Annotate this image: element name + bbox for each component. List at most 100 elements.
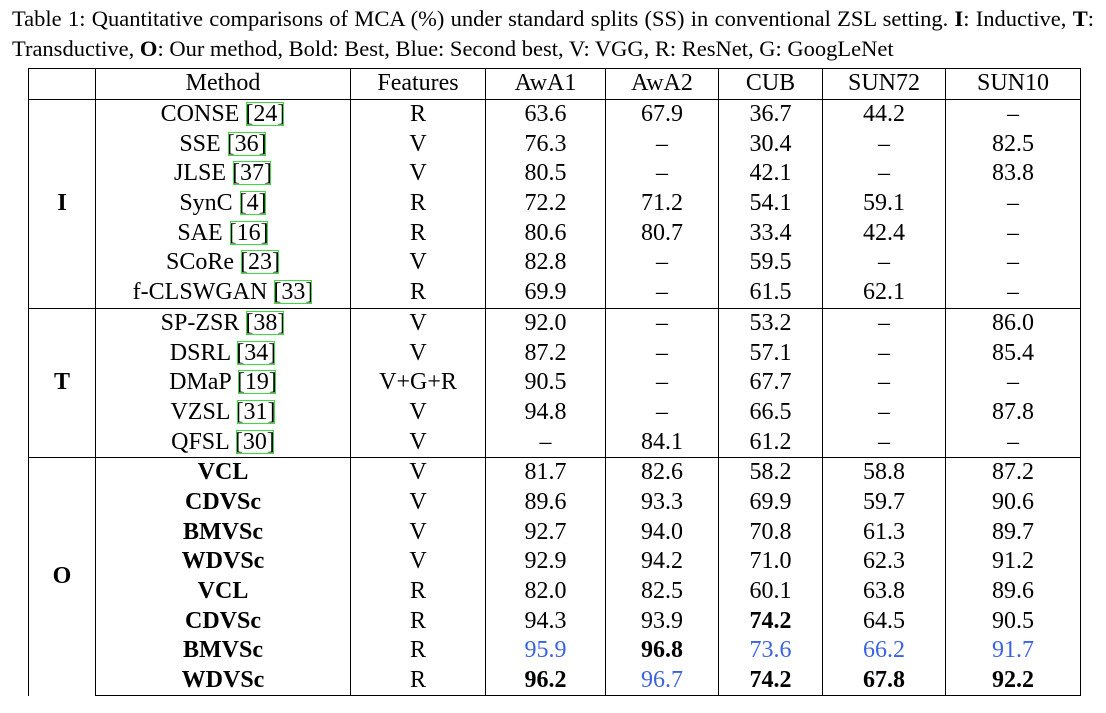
group-label: I [28,98,96,308]
features-cell: V [350,307,486,339]
header-cell: SUN72 [822,68,946,100]
value-cell: 61.3 [822,517,946,547]
table-row: WDVSc V 92.9 94.2 71.0 62.3 91.2 [29,547,1081,577]
value-cell: – [945,218,1081,249]
value-cell: 82.5 [945,129,1081,160]
value-cell: – [605,248,719,278]
value-cell: 73.6 [718,636,823,666]
method-cell: SSE [36] [95,129,351,160]
value-cell: 71.0 [718,547,823,577]
value-cell: 74.2 [718,606,823,637]
method-name: CONSE [160,101,240,128]
method-name: f-CLSWGAN [132,279,268,306]
caption-text: : Transductive, [12,6,1094,61]
value-cell: – [945,367,1081,398]
features-cell: R [350,218,486,249]
features-cell: V [350,159,486,189]
method-cell: SCoRe [23] [95,248,351,278]
method-name: CDVSc [185,607,261,634]
value-cell: 94.0 [605,517,719,547]
features-cell: R [350,98,486,130]
citation: [19] [236,369,277,396]
value-cell: 93.9 [605,606,719,637]
table-row: WDVSc R 96.2 96.7 74.2 67.8 92.2 [29,665,1081,697]
method-cell: f-CLSWGAN [33] [95,277,351,308]
value-cell: 83.8 [945,159,1081,189]
caption-text: Table 1: Quantitative comparisons of MCA… [12,6,955,31]
citation: [16] [228,219,269,246]
value-cell: 74.2 [718,665,823,697]
table-row: SCoRe [23] V 82.8–59.5– – [29,248,1081,278]
value-cell: 87.2 [485,338,606,368]
value-cell: – [822,307,946,339]
value-cell: 59.1 [822,188,946,219]
method-cell: SynC [4] [95,188,351,219]
header-cell: SUN10 [945,68,1081,100]
method-name: CDVSc [185,488,261,515]
method-cell: BMVSc [95,517,351,547]
value-cell: – [605,159,719,189]
value-cell: 92.9 [485,547,606,577]
value-cell: 82.5 [605,576,719,607]
value-cell: – [605,307,719,339]
header-cell: Method [95,68,351,100]
value-cell: – [822,427,946,458]
value-cell: 57.1 [718,338,823,368]
value-cell: 89.7 [945,517,1081,547]
method-name: WDVSc [181,667,265,694]
method-name: SynC [179,190,233,217]
header-row: Method Features AwA1 AwA2 CUB SUN72 SUN10 [28,68,1081,100]
value-cell: 44.2 [822,98,946,130]
method-name: SP-ZSR [160,309,240,336]
value-cell: 87.8 [945,397,1081,428]
citation: [23] [240,249,280,276]
features-cell: V [350,487,486,518]
method-cell: CDVSc [95,487,351,518]
method-cell: BMVSc [95,636,351,666]
value-cell: 92.7 [485,517,606,547]
value-cell: 94.3 [485,606,606,637]
value-cell: – [822,367,946,398]
value-cell: – [605,338,719,368]
citation: [31] [235,398,276,425]
value-cell: – [822,248,946,278]
results-table: Method Features AwA1 AwA2 CUB SUN72 SUN10 I CON… [28,68,1081,697]
value-cell: 87.2 [945,456,1081,488]
value-cell: – [605,129,719,160]
value-cell: 82.0 [485,576,606,607]
group-label: O [28,456,96,696]
value-cell: 80.6 [485,218,606,249]
value-cell: 33.4 [718,218,823,249]
method-cell: VCL [95,576,351,607]
value-cell: 86.0 [945,307,1081,339]
value-cell: – [485,427,606,458]
value-cell: 69.9 [485,277,606,308]
value-cell: 76.3 [485,129,606,160]
method-name: SCoRe [166,249,235,276]
features-cell: R [350,636,486,666]
value-cell: 81.7 [485,456,606,488]
table-row: BMVSc R 95.9 96.8 73.6 66.2 91.7 [29,636,1081,666]
method-name: SSE [179,130,221,157]
citation: [36] [226,130,267,157]
features-cell: R [350,665,486,697]
value-cell: 71.2 [605,188,719,219]
value-cell: – [605,277,719,308]
value-cell: 67.7 [718,367,823,398]
citation: [37] [232,160,272,187]
table-row: T SP-ZSR [38] V 92.0–53.2–86.0 [28,307,1081,458]
value-cell: 58.8 [822,456,946,488]
table-row: DMaP [19] V+G+R 90.5–67.7– – [29,367,1081,398]
table-row: CDVSc R 94.3 93.9 74.2 64.5 90.5 [29,606,1081,637]
value-cell: 96.2 [485,665,606,697]
value-cell: 70.8 [718,517,823,547]
value-cell: 42.4 [822,218,946,249]
method-name: WDVSc [181,548,265,575]
value-cell: 53.2 [718,307,823,339]
value-cell: 54.1 [718,188,823,219]
citation: [4] [238,190,267,217]
citation: [30] [234,428,275,455]
caption-text: O [139,36,158,61]
table-row: BMVSc V 92.7 94.0 70.8 61.3 89.7 [29,517,1081,547]
features-cell: V [350,547,486,577]
